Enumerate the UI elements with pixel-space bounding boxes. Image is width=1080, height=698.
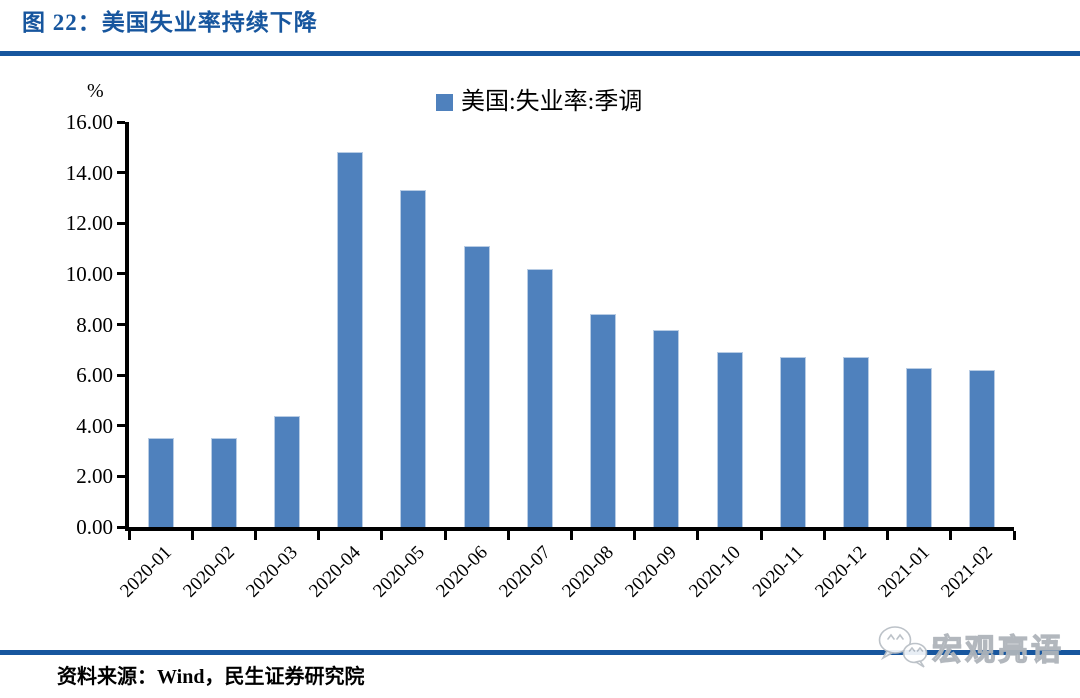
bar-2020-10 <box>716 352 743 527</box>
bar-2020-07 <box>526 268 553 527</box>
x-axis-tick <box>506 531 510 540</box>
y-axis-label: 12.00 <box>65 211 113 236</box>
legend-swatch <box>436 93 453 111</box>
bar-2020-11 <box>779 357 806 527</box>
y-axis-tick <box>117 221 125 225</box>
bar-2020-05 <box>400 190 427 527</box>
x-axis-tick <box>190 531 194 540</box>
y-axis-label: 16.00 <box>65 110 113 134</box>
x-axis-tick <box>1012 531 1016 540</box>
bar-2020-12 <box>842 357 869 527</box>
bottom-divider <box>0 650 1080 655</box>
bar-2021-01 <box>906 367 933 527</box>
source-note: 资料来源：Wind，民生证券研究院 <box>57 666 365 688</box>
x-axis-tick <box>633 531 637 540</box>
y-axis-label: 2.00 <box>76 464 113 489</box>
top-divider <box>0 51 1080 56</box>
y-axis-tick <box>117 171 125 175</box>
y-axis-unit-label: % <box>87 80 104 102</box>
wechat-icon <box>878 626 928 668</box>
y-axis-tick <box>117 272 125 276</box>
bar-2021-02 <box>969 370 996 527</box>
x-axis-tick <box>443 531 447 540</box>
x-axis-tick <box>317 531 321 540</box>
y-axis-label: 6.00 <box>76 363 113 388</box>
bar-2020-08 <box>590 314 617 527</box>
y-axis-label: 8.00 <box>76 312 113 337</box>
x-axis-tick <box>696 531 700 540</box>
y-axis-tick <box>117 373 125 377</box>
plot-area: 2020-01 2020-02 2020-03 2020-04 2020-05 2020-… <box>66 110 1016 602</box>
bar-2020-06 <box>463 246 490 527</box>
x-axis-tick <box>822 531 826 540</box>
figure-title: 图 22：美国失业率持续下降 <box>22 10 318 35</box>
y-axis-tick <box>117 120 125 124</box>
y-axis-tick <box>117 474 125 478</box>
x-axis-tick <box>570 531 573 540</box>
y-axis-label: 10.00 <box>65 261 113 286</box>
watermark-text: 宏观亮语 <box>931 633 1064 667</box>
y-axis-tick <box>117 323 125 326</box>
x-axis-tick <box>886 531 890 540</box>
y-axis-label: 4.00 <box>76 413 113 438</box>
x-axis-tick <box>380 531 384 540</box>
bar-2020-01 <box>147 438 174 527</box>
bar-2020-09 <box>653 329 680 527</box>
x-axis-tick <box>127 531 131 540</box>
watermark: 宏观亮语 <box>876 624 1064 670</box>
x-axis-tick <box>759 531 763 540</box>
chart-legend: 美国:失业率:季调 <box>436 90 642 114</box>
x-axis-tick <box>253 531 257 540</box>
y-axis-tick <box>117 525 125 529</box>
bar-2020-04 <box>337 152 364 527</box>
y-axis-tick <box>117 424 125 428</box>
x-axis-tick <box>949 531 953 540</box>
bar-2020-03 <box>274 415 301 527</box>
y-axis-label: 0.00 <box>76 515 113 539</box>
bar-2020-02 <box>210 438 237 527</box>
legend-label: 美国:失业率:季调 <box>461 89 643 115</box>
y-axis-label: 14.00 <box>65 160 113 185</box>
